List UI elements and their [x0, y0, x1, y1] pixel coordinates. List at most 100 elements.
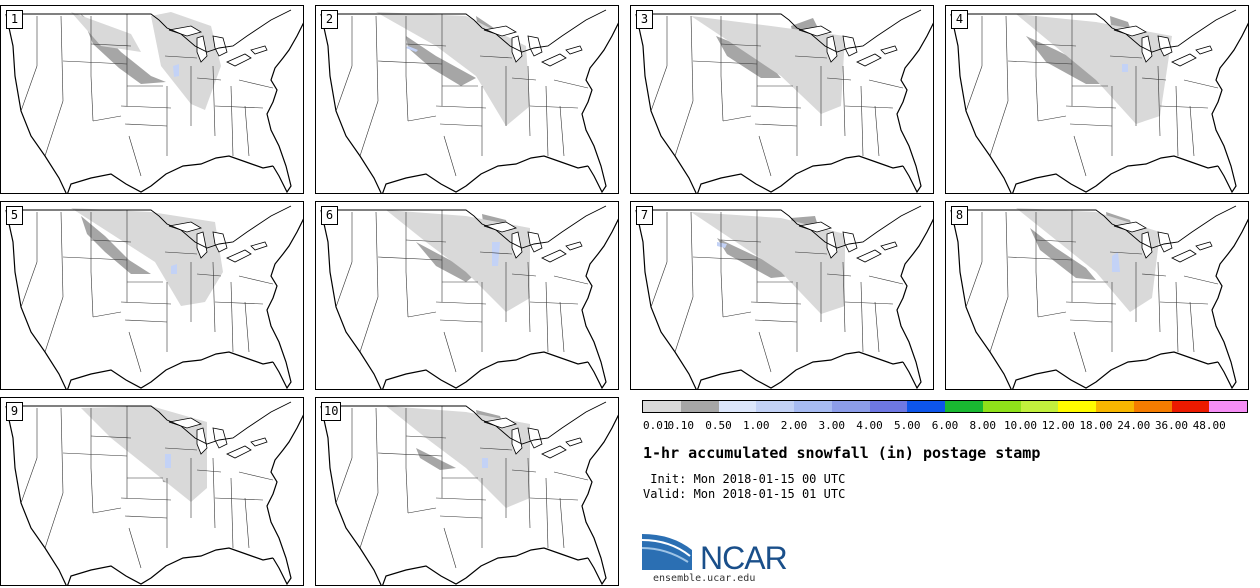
- state-boundary: [1035, 43, 1077, 47]
- great-lake: [226, 445, 252, 459]
- state-boundary: [1037, 311, 1067, 318]
- colorbar-swatch: [1096, 401, 1134, 412]
- coastline: [5, 405, 303, 585]
- state-boundary: [868, 275, 904, 285]
- state-boundary: [44, 492, 64, 549]
- ensemble-member-panel: 2: [315, 5, 619, 194]
- state-boundary: [1073, 135, 1087, 177]
- state-boundary: [527, 65, 531, 137]
- state-boundary: [377, 256, 443, 261]
- state-boundary: [335, 261, 353, 308]
- state-boundary: [60, 15, 64, 102]
- state-boundary: [754, 319, 798, 323]
- member-number: 3: [636, 10, 653, 29]
- state-boundary: [230, 477, 234, 549]
- coastline: [950, 13, 1248, 193]
- ncar-logo-text: NCAR: [700, 540, 788, 576]
- great-lake: [527, 35, 543, 57]
- snowfall-area: [71, 208, 223, 306]
- state-boundary: [989, 296, 1009, 353]
- state-boundary: [479, 251, 513, 255]
- ensemble-member-panel: 3: [630, 5, 934, 194]
- state-boundary: [120, 301, 172, 305]
- snowfall-area: [1016, 14, 1172, 124]
- state-boundary: [214, 497, 264, 501]
- ensemble-member-panel: 8: [945, 201, 1249, 390]
- state-boundary: [1035, 271, 1039, 318]
- member-number: 5: [6, 206, 23, 225]
- great-lake: [212, 35, 228, 57]
- state-boundary: [230, 281, 234, 353]
- snowfall-area: [482, 458, 488, 468]
- state-boundary: [377, 452, 443, 457]
- great-lake: [226, 53, 252, 67]
- state-boundary: [90, 43, 132, 47]
- member-number: 9: [6, 402, 23, 421]
- coastline: [320, 405, 618, 585]
- state-boundary: [860, 85, 864, 157]
- state-boundary: [844, 301, 894, 305]
- state-boundary: [842, 261, 846, 333]
- great-lake: [250, 241, 268, 251]
- state-boundary: [124, 123, 168, 127]
- state-boundary: [90, 239, 132, 243]
- state-boundary: [196, 77, 222, 81]
- snowfall-area: [416, 448, 456, 470]
- state-boundary: [720, 43, 762, 47]
- state-boundary: [874, 301, 880, 353]
- state-boundary: [559, 105, 565, 157]
- state-boundary: [826, 273, 852, 277]
- ensemble-member-panel: 10: [315, 397, 619, 586]
- ensemble-member-panel: 1: [0, 5, 304, 194]
- colorbar: 0.01 0.10 0.50 1.00 2.00 3.00 4.00 5.00 6.00 8.00…: [642, 400, 1260, 433]
- state-boundary: [120, 105, 172, 109]
- great-lake: [1171, 249, 1197, 263]
- state-boundary: [758, 135, 772, 177]
- colorbar-swatches: [642, 400, 1248, 413]
- state-boundary: [90, 271, 94, 318]
- great-lake: [1195, 241, 1213, 251]
- state-boundary: [62, 256, 128, 261]
- colorbar-swatch: [1133, 401, 1172, 412]
- colorbar-tick-label: 0.50: [705, 419, 732, 432]
- snowfall-area: [1122, 64, 1128, 72]
- member-number: 7: [636, 206, 653, 225]
- state-boundary: [377, 60, 443, 65]
- snowfall-area: [717, 242, 727, 248]
- state-boundary: [1005, 15, 1009, 102]
- colorbar-swatch: [945, 401, 983, 412]
- state-boundary: [1065, 301, 1117, 305]
- snowfall-map: [5, 401, 303, 585]
- state-boundary: [650, 65, 668, 112]
- great-lake: [880, 45, 898, 55]
- state-boundary: [527, 261, 531, 333]
- snowfall-area: [173, 64, 179, 77]
- state-boundary: [20, 457, 38, 504]
- state-boundary: [1035, 75, 1039, 122]
- great-lake: [541, 249, 567, 263]
- state-boundary: [238, 471, 274, 481]
- init-time: Init: Mon 2018-01-15 00 UTC: [643, 472, 846, 486]
- colorbar-tick-label: 3.00: [818, 419, 846, 432]
- state-boundary: [164, 55, 198, 59]
- state-boundary: [674, 100, 694, 157]
- state-boundary: [238, 79, 274, 89]
- state-boundary: [405, 43, 447, 47]
- snowfall-area: [1112, 252, 1120, 272]
- state-boundary: [826, 77, 852, 81]
- coastline: [5, 13, 303, 193]
- ensemble-member-panel: 7: [630, 201, 934, 390]
- state-boundary: [92, 311, 122, 318]
- state-boundary: [754, 123, 798, 127]
- state-boundary: [439, 319, 483, 323]
- national-border: [321, 205, 607, 249]
- state-boundary: [435, 301, 487, 305]
- state-boundary: [212, 457, 216, 529]
- snowfall-area: [691, 212, 845, 314]
- great-lake: [1195, 45, 1213, 55]
- colorbar-tick-label: 18.00: [1079, 419, 1113, 432]
- great-lake: [842, 35, 858, 57]
- great-lake: [212, 427, 228, 449]
- state-boundary: [1007, 60, 1073, 65]
- state-boundary: [1157, 65, 1161, 137]
